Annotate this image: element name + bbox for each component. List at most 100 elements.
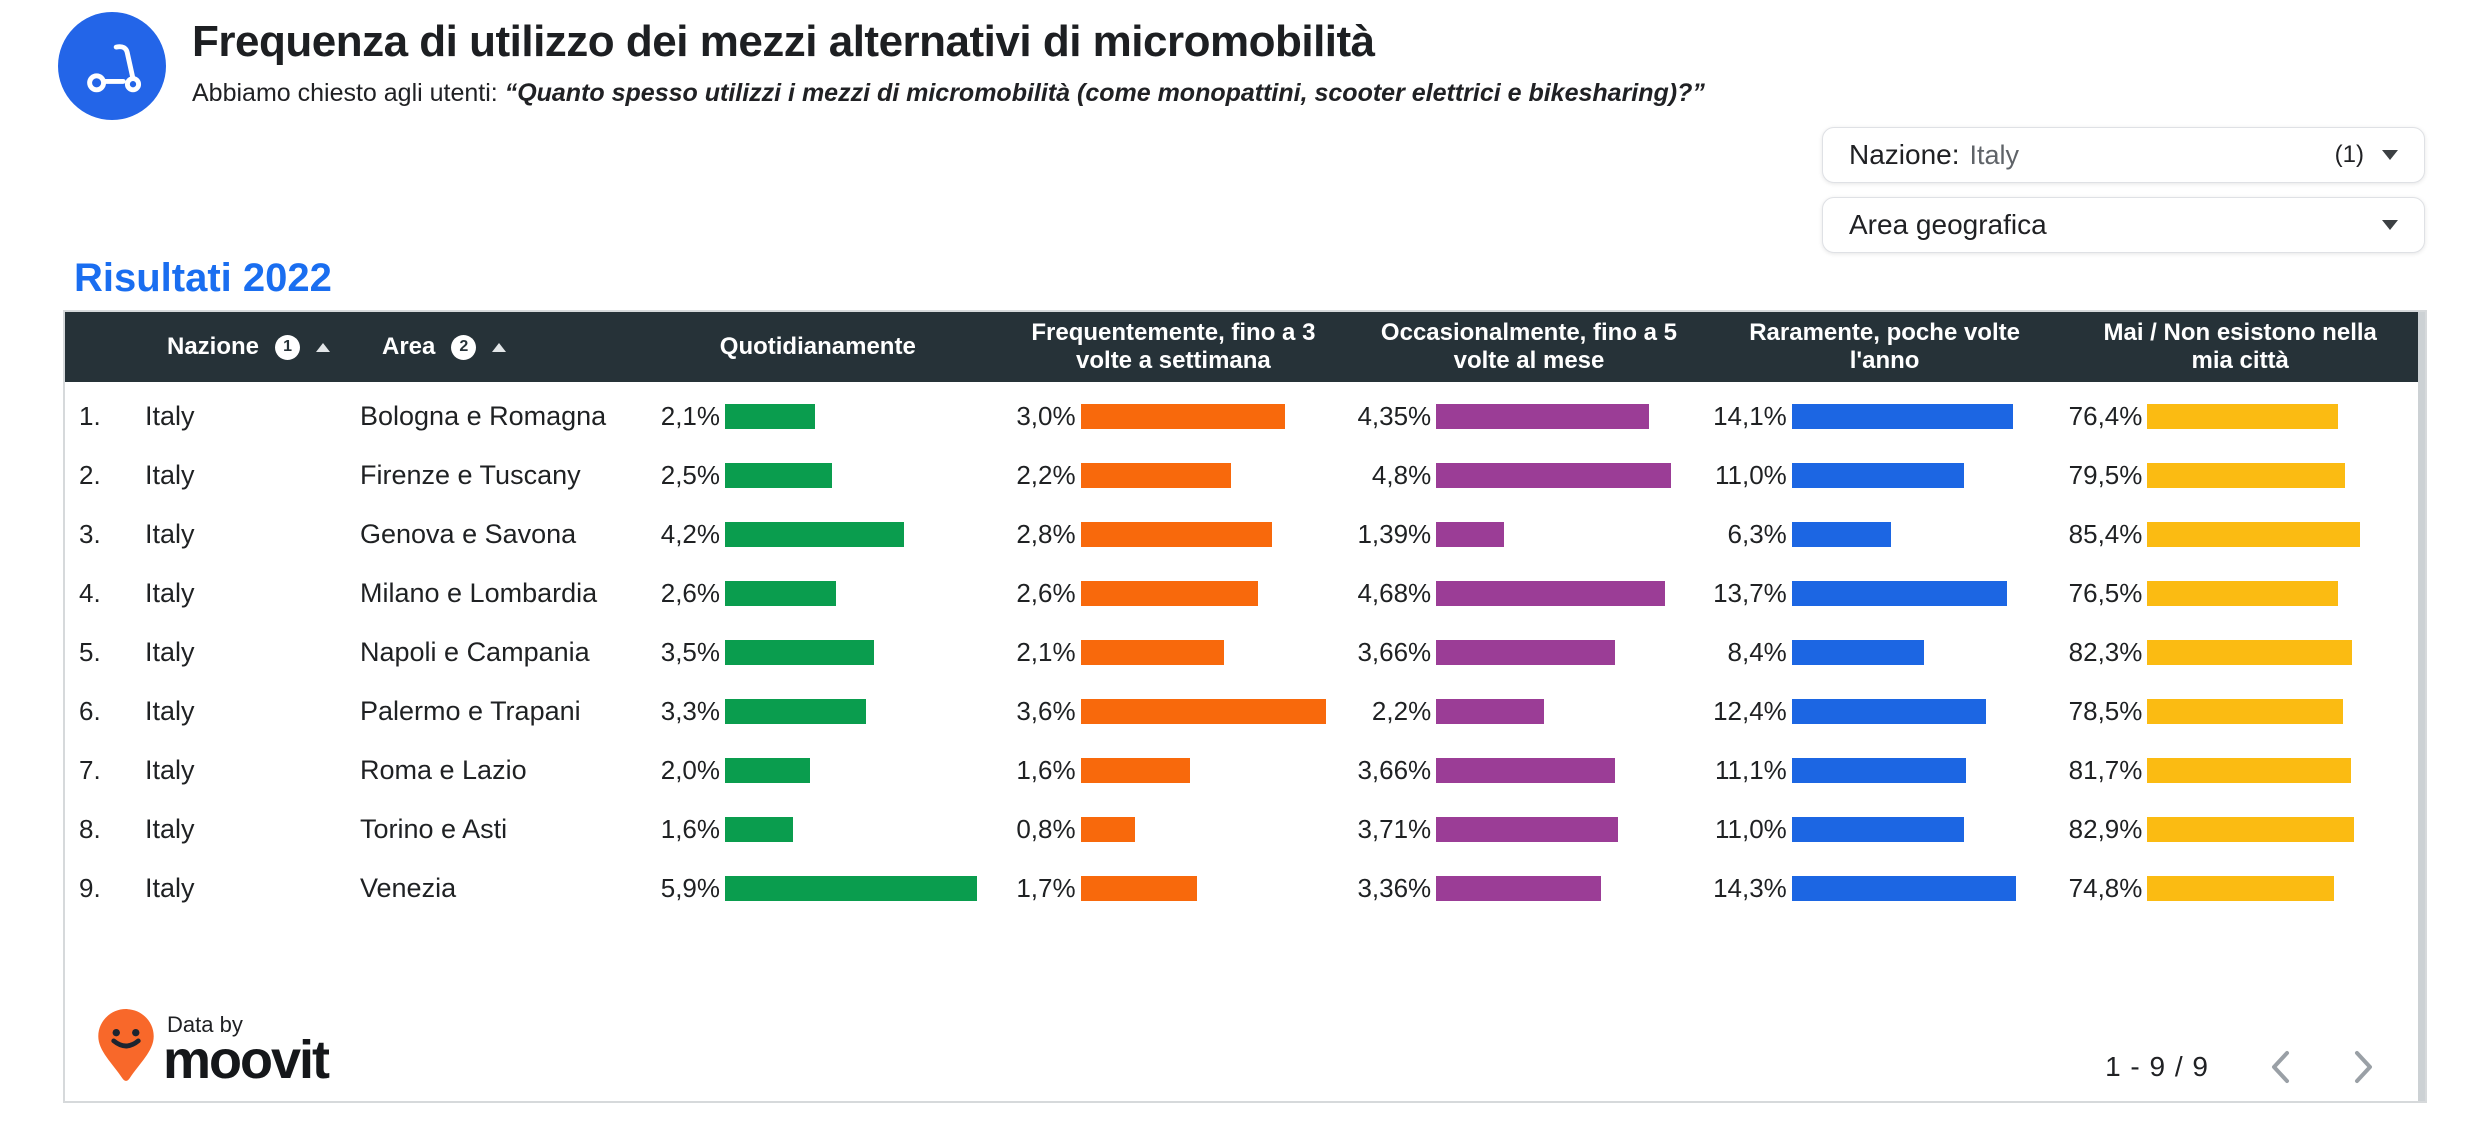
value-bar [725, 522, 904, 547]
bar-track [1080, 522, 1336, 547]
metric-cell: 76,4% [2062, 401, 2418, 432]
pagination: 1 - 9 / 9 [2105, 1047, 2377, 1087]
filter-bar: Nazione: Italy (1) Area geografica [1822, 127, 2425, 253]
row-index: 7. [79, 755, 101, 785]
metric-cell: 3,66% [1351, 755, 1707, 786]
bar-track [1080, 404, 1336, 429]
bar-track [1436, 699, 1691, 724]
bar-track [725, 817, 980, 842]
header-area[interactable]: Area 2 [360, 333, 640, 361]
metric-value: 11,1% [1715, 755, 1787, 785]
bar-track [2147, 699, 2402, 724]
header-mai[interactable]: Mai / Non esistono nella mia città [2103, 318, 2377, 374]
value-bar [725, 758, 810, 783]
value-bar [2147, 463, 2346, 488]
metric-cell: 3,5% [640, 637, 996, 668]
metric-cell: 6,3% [1707, 519, 2063, 550]
cell-nazione: Italy [145, 814, 195, 844]
metric-value: 5,9% [660, 873, 720, 903]
page-subtitle: Abbiamo chiesto agli utenti: “Quanto spe… [192, 76, 1705, 111]
value-bar [1080, 758, 1190, 783]
cell-nazione: Italy [145, 873, 195, 903]
bar-track [725, 463, 980, 488]
value-bar [725, 817, 793, 842]
value-bar [1436, 640, 1616, 665]
metric-cell: 2,1% [996, 637, 1352, 668]
value-bar [1080, 581, 1258, 606]
value-bar [1080, 699, 1326, 724]
value-bar [1436, 581, 1666, 606]
value-bar [1436, 522, 1505, 547]
row-index: 5. [79, 637, 101, 667]
filter-area-geografica[interactable]: Area geografica [1822, 197, 2425, 253]
bar-track [725, 699, 980, 724]
metric-value: 3,3% [660, 696, 720, 726]
metric-value: 14,1% [1713, 401, 1787, 431]
bar-track [1080, 699, 1336, 724]
prev-page-button[interactable] [2267, 1047, 2293, 1087]
chevron-right-icon [2355, 1051, 2372, 1083]
metric-cell: 13,7% [1707, 578, 2063, 609]
metric-value: 2,1% [660, 401, 720, 431]
header-occasionalmente[interactable]: Occasionalmente, fino a 5 volte al mese [1380, 318, 1678, 374]
metric-value: 1,7% [1016, 873, 1076, 903]
metric-value: 78,5% [2068, 696, 2143, 726]
metric-value: 2,2% [1371, 696, 1432, 726]
value-bar [2147, 581, 2339, 606]
bar-track [1436, 876, 1691, 901]
metric-value: 3,5% [660, 637, 720, 667]
header-raramente[interactable]: Raramente, poche volte l'anno [1749, 318, 2020, 374]
bar-track [1791, 876, 2047, 901]
metric-cell: 78,5% [2062, 696, 2418, 727]
bar-track [725, 404, 980, 429]
row-index: 4. [79, 578, 101, 608]
metric-cell: 1,39% [1351, 519, 1707, 550]
metric-cell: 1,6% [640, 814, 996, 845]
table-scrollbar[interactable] [2418, 312, 2425, 1101]
metric-cell: 5,9% [640, 873, 996, 904]
bar-track [1080, 463, 1336, 488]
metric-cell: 12,4% [1707, 696, 2063, 727]
cell-area: Bologna e Romagna [360, 401, 607, 431]
cell-area: Napoli e Campania [360, 637, 590, 667]
row-index: 1. [79, 401, 101, 431]
metric-cell: 3,71% [1351, 814, 1707, 845]
metric-cell: 2,0% [640, 755, 996, 786]
metric-value: 1,6% [660, 814, 720, 844]
cell-nazione: Italy [145, 578, 195, 608]
filter-nazione[interactable]: Nazione: Italy (1) [1822, 127, 2425, 183]
row-index: 8. [79, 814, 101, 844]
metric-cell: 79,5% [2062, 460, 2418, 491]
metric-value: 74,8% [2068, 873, 2143, 903]
moovit-pin-icon [98, 1009, 154, 1081]
metric-cell: 82,3% [2062, 637, 2418, 668]
metric-value: 4,68% [1357, 578, 1432, 608]
metric-cell: 82,9% [2062, 814, 2418, 845]
metric-cell: 1,6% [996, 755, 1352, 786]
bar-track [1080, 817, 1336, 842]
value-bar [1436, 404, 1650, 429]
metric-value: 2,2% [1016, 460, 1076, 490]
next-page-button[interactable] [2351, 1047, 2377, 1087]
header-quotidianamente[interactable]: Quotidianamente [719, 332, 916, 360]
bar-track [1791, 640, 2047, 665]
cell-area: Roma e Lazio [360, 755, 527, 785]
value-bar [1436, 876, 1602, 901]
metric-cell: 2,6% [640, 578, 996, 609]
metric-cell: 8,4% [1707, 637, 2063, 668]
cell-area: Venezia [360, 873, 457, 903]
header-nazione[interactable]: Nazione 1 [145, 333, 360, 361]
table-row: 9. Italy Venezia 5,9% 1,7% 3,36% 14,3% 74,8% [65, 859, 2418, 918]
sort-order-badge-2: 2 [451, 334, 477, 360]
cell-nazione: Italy [145, 401, 195, 431]
header-frequentemente[interactable]: Frequentemente, fino a 3 volte a settima… [1031, 318, 1316, 374]
metric-value: 2,8% [1016, 519, 1076, 549]
table-row: 5. Italy Napoli e Campania 3,5% 2,1% 3,66% 8,4… [65, 623, 2418, 682]
metric-value: 4,35% [1357, 401, 1432, 431]
value-bar [1436, 758, 1616, 783]
bar-track [1791, 463, 2047, 488]
cell-nazione: Italy [145, 637, 195, 667]
table-header-row: Nazione 1 Area 2 Quotidianamente Frequen… [65, 312, 2418, 382]
bar-track [2147, 522, 2402, 547]
bar-track [1436, 581, 1691, 606]
